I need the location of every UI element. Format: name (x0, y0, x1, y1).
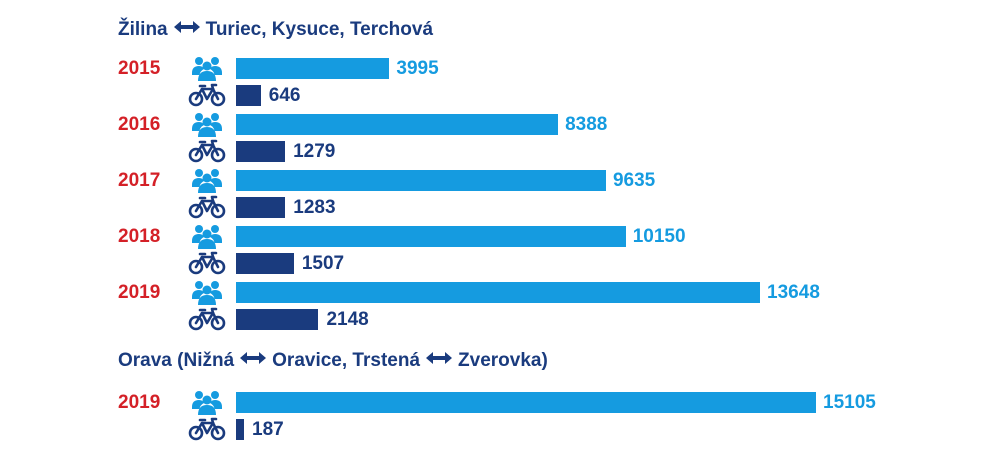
section-heading-text: Zverovka) (458, 350, 548, 371)
people-icon (192, 55, 222, 86)
bar-people (236, 170, 606, 191)
value-people: 9635 (612, 170, 656, 191)
bar-bikes (236, 141, 286, 162)
bar-bikes (236, 309, 319, 330)
bar-bikes (236, 253, 294, 274)
year-label: 2019 (118, 392, 161, 413)
section-heading: Orava (Nižná Oravice, Trstená Zverovka) (118, 350, 548, 372)
bicycle-icon (188, 307, 226, 336)
people-icon (192, 223, 222, 254)
bar-people (236, 392, 816, 413)
bar-people (236, 282, 761, 303)
value-people: 8388 (565, 114, 608, 135)
section-heading-text: Oravice, Trstená (272, 350, 421, 371)
section-heading: Žilina Turiec, Kysuce, Terchová (118, 19, 433, 41)
section-heading-text: Turiec, Kysuce, Terchová (205, 19, 434, 40)
bar-people (236, 226, 626, 247)
value-bikes: 1279 (293, 141, 336, 162)
value-people: 3995 (396, 58, 439, 79)
bar-bikes (236, 85, 261, 106)
section-heading-text: Orava (Nižná (118, 350, 235, 371)
double-arrow-icon (238, 350, 268, 372)
people-icon (192, 279, 222, 310)
year-label: 2016 (118, 114, 161, 135)
value-bikes: 646 (268, 85, 301, 106)
value-people: 15105 (823, 392, 876, 413)
bicycle-icon (188, 139, 226, 168)
bicycle-icon (188, 251, 226, 280)
bicycle-icon (188, 417, 226, 446)
value-bikes: 187 (252, 419, 284, 440)
bar-people (236, 58, 390, 79)
value-people: 10150 (632, 226, 686, 247)
double-arrow-icon (424, 350, 454, 372)
people-icon (192, 167, 222, 198)
value-bikes: 1283 (293, 197, 336, 218)
value-bikes: 1507 (301, 253, 345, 274)
year-label: 2015 (118, 58, 161, 79)
year-label: 2018 (118, 226, 161, 247)
year-label: 2019 (118, 282, 161, 303)
bar-bikes (236, 197, 286, 218)
double-arrow-icon (172, 19, 202, 41)
value-bikes: 2148 (326, 309, 369, 330)
people-icon (192, 111, 222, 142)
bar-people (236, 114, 559, 135)
people-icon (192, 389, 222, 420)
bicycle-icon (188, 83, 226, 112)
value-people: 13648 (767, 282, 820, 303)
section-heading-text: Žilina (118, 19, 168, 40)
bicycle-icon (188, 195, 226, 224)
year-label: 2017 (118, 170, 161, 191)
bar-bikes (236, 419, 244, 440)
